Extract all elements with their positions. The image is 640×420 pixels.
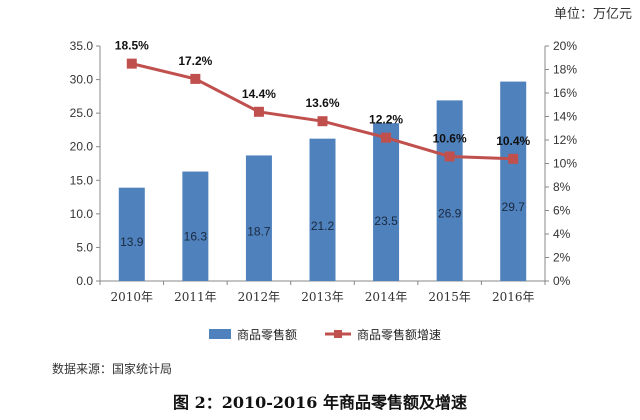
- rate-value-label: 18.5%: [115, 39, 149, 53]
- bar: [500, 81, 527, 281]
- rate-value-label: 12.2%: [369, 113, 403, 127]
- x-tick-label: 2014年: [365, 290, 408, 304]
- x-tick-label: 2010年: [111, 290, 154, 304]
- y-right-tick-label: 14%: [553, 110, 577, 124]
- rate-marker: [126, 58, 137, 69]
- y-right-tick-label: 16%: [553, 86, 577, 100]
- y-right-tick-label: 0%: [553, 274, 571, 288]
- rate-marker: [317, 116, 328, 127]
- y-left-tick-label: 10.0: [70, 207, 94, 221]
- bar-value-label: 26.9: [438, 206, 462, 220]
- source-text: 数据来源：国家统计局: [52, 361, 172, 376]
- rate-marker: [381, 132, 392, 143]
- bar: [373, 123, 400, 281]
- bar: [436, 100, 463, 281]
- rate-value-label: 10.4%: [496, 134, 530, 148]
- rate-marker: [444, 151, 455, 162]
- y-left-tick-label: 15.0: [70, 173, 94, 187]
- bar-value-label: 23.5: [374, 214, 398, 228]
- bar-value-label: 16.3: [184, 230, 208, 244]
- y-right-tick-label: 2%: [553, 251, 571, 265]
- y-left-tick-label: 0.0: [76, 274, 93, 288]
- bar: [245, 155, 272, 281]
- legend-swatch-marker: [334, 330, 342, 338]
- rate-value-label: 13.6%: [305, 96, 339, 110]
- y-right-tick-label: 8%: [553, 180, 571, 194]
- rate-marker: [253, 106, 264, 117]
- legend-label-bar: 商品零售额: [237, 327, 297, 342]
- y-left-tick-label: 5.0: [76, 240, 93, 254]
- y-right-tick-label: 10%: [553, 157, 577, 171]
- y-left-tick-label: 30.0: [70, 73, 94, 87]
- x-tick-label: 2011年: [174, 290, 217, 304]
- y-right-tick-label: 4%: [553, 227, 571, 241]
- bar-value-label: 29.7: [502, 200, 526, 214]
- y-left-tick-label: 20.0: [70, 140, 94, 154]
- bar: [309, 138, 336, 281]
- legend-label-line: 商品零售额增速: [357, 327, 441, 342]
- legend: 商品零售额 商品零售额增速: [209, 327, 441, 342]
- y-right-tick-label: 12%: [553, 133, 577, 147]
- rate-marker: [508, 153, 519, 164]
- x-tick-label: 2013年: [301, 290, 344, 304]
- bar-value-label: 18.7: [247, 224, 271, 238]
- rate-marker: [190, 73, 201, 84]
- unit-label: 单位：万亿元: [554, 7, 632, 22]
- x-tick-label: 2016年: [492, 290, 535, 304]
- x-tick-label: 2012年: [238, 290, 281, 304]
- y-left-tick-label: 25.0: [70, 106, 94, 120]
- rate-value-label: 14.4%: [242, 87, 276, 101]
- y-right-tick-label: 20%: [553, 39, 577, 53]
- bar: [182, 171, 209, 281]
- y-right-tick-label: 18%: [553, 63, 577, 77]
- figure-caption: 图 2：2010-2016 年商品零售额及增速: [173, 393, 467, 412]
- legend-swatch-bar: [209, 329, 231, 339]
- bar-value-label: 13.9: [120, 235, 144, 249]
- rate-value-label: 17.2%: [178, 54, 212, 68]
- rate-value-label: 10.6%: [433, 131, 467, 145]
- y-left-tick-label: 35.0: [70, 39, 94, 53]
- bar-value-label: 21.2: [311, 219, 335, 233]
- bar: [118, 187, 145, 281]
- y-right-tick-label: 6%: [553, 204, 571, 218]
- x-tick-label: 2015年: [428, 290, 471, 304]
- plot-area: 0.0 5.0 10.0 15.0 20.0 25.0 30.0 35.0 0% 2% 4% 6% 8%…: [70, 39, 578, 304]
